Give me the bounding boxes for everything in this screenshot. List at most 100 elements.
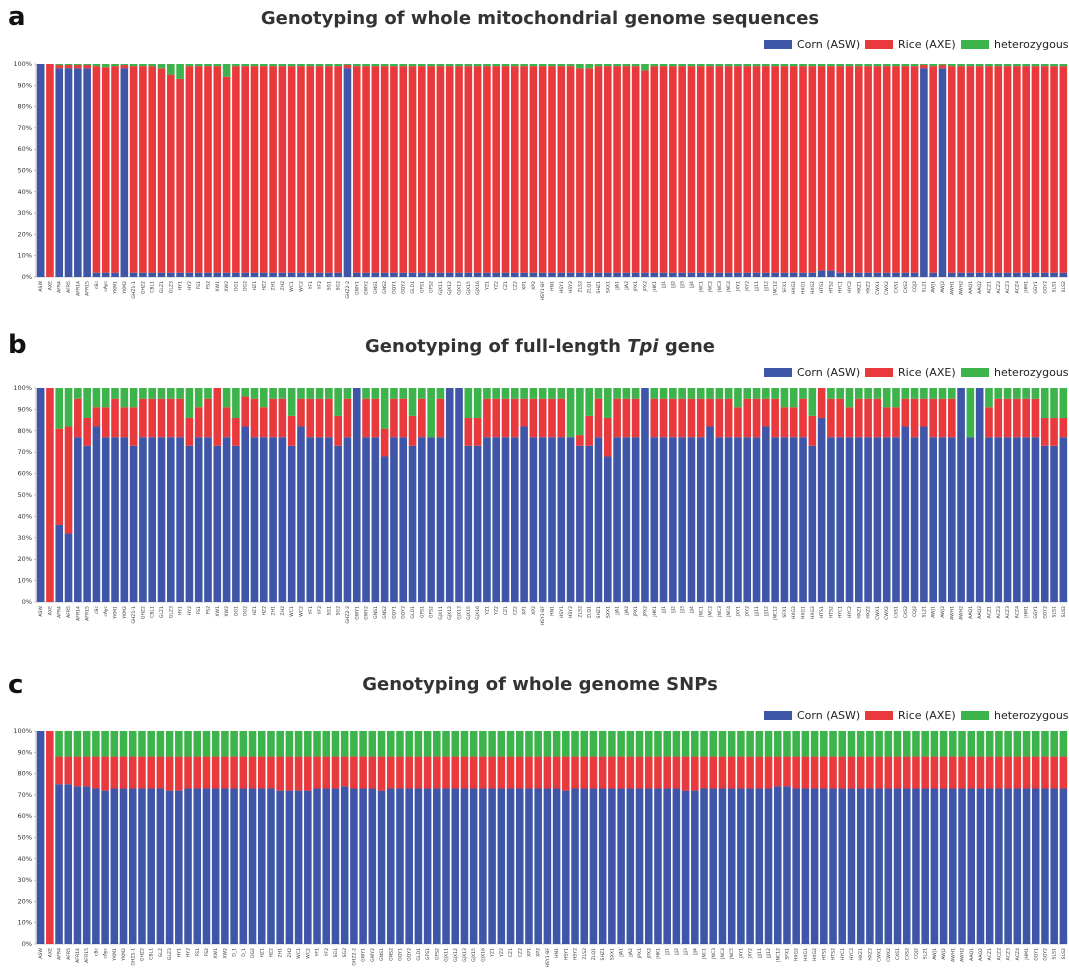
bar-segment xyxy=(368,731,377,757)
bar-segment xyxy=(313,756,321,789)
x-tick-label: HTS2 xyxy=(831,948,837,960)
bar-segment xyxy=(856,731,865,757)
bar-segment xyxy=(780,437,789,602)
bar-segment xyxy=(912,731,920,757)
bar-segment xyxy=(257,731,266,757)
bar-segment xyxy=(497,731,506,757)
x-tick-label: GGY1 xyxy=(1033,948,1039,961)
bar-segment xyxy=(423,788,432,944)
bar-segment xyxy=(820,731,828,757)
x-tick-label: XP2 xyxy=(531,281,537,290)
bar-segment xyxy=(464,272,473,277)
bar-segment xyxy=(483,388,491,399)
bar-segment xyxy=(687,388,696,399)
bar-segment xyxy=(1031,788,1040,944)
bar-segment xyxy=(297,426,305,602)
x-tick-label: SHZ1 xyxy=(600,948,606,961)
x-tick-label: ASW xyxy=(38,281,44,292)
bar-segment xyxy=(259,66,268,273)
bar-segment xyxy=(352,64,361,67)
bar-segment xyxy=(659,388,668,399)
bar-segment xyxy=(83,417,91,446)
bar-segment xyxy=(204,64,212,67)
bar-segment xyxy=(1050,64,1058,67)
bar-segment xyxy=(1041,788,1049,944)
x-tick-label: HZ2 xyxy=(261,606,267,616)
bar-segment xyxy=(709,731,718,757)
bar-segment xyxy=(855,272,863,277)
bar-segment xyxy=(855,64,863,67)
bar-segment xyxy=(715,398,724,438)
bar-segment xyxy=(585,272,593,277)
bar-segment xyxy=(204,272,212,277)
bar-segment xyxy=(241,64,249,67)
bar-segment xyxy=(1031,756,1040,789)
bar-segment xyxy=(1041,731,1049,757)
bar-segment xyxy=(455,64,463,67)
bar-segment xyxy=(157,437,166,602)
bar-segment xyxy=(473,388,482,418)
bar-segment xyxy=(442,788,450,944)
y-tick-label: 70% xyxy=(18,124,32,132)
bar-segment xyxy=(211,756,220,789)
bar-segment xyxy=(120,388,129,408)
bar-segment xyxy=(1003,64,1012,67)
bar-segment xyxy=(269,272,277,277)
bar-segment xyxy=(1004,731,1012,757)
bar-segment xyxy=(464,388,473,418)
x-tick-label: GWY2 xyxy=(364,281,370,295)
bar-segment xyxy=(287,388,296,416)
x-tick-label: GHZ1-1 xyxy=(131,281,137,299)
bar-segment xyxy=(156,756,165,789)
bar-segment xyxy=(259,437,268,602)
bar-segment xyxy=(976,756,985,789)
bar-segment xyxy=(603,456,612,602)
bar-segment xyxy=(901,388,910,399)
x-tick-label: XW1 xyxy=(213,948,219,959)
bar-segment xyxy=(875,756,883,789)
x-tick-label: GGY2 xyxy=(1042,281,1048,294)
bar-segment xyxy=(483,272,491,277)
bar-segment xyxy=(64,731,73,757)
bar-segment xyxy=(557,66,566,273)
y-tick-label: 70% xyxy=(18,448,32,456)
bar-segment xyxy=(343,437,352,602)
bar-segment xyxy=(322,731,331,757)
bar-segment xyxy=(938,437,947,602)
bar-segment xyxy=(576,272,584,277)
bar-segment xyxy=(1022,64,1030,67)
bar-segment xyxy=(882,388,891,408)
x-tick-label: ASW xyxy=(38,948,44,959)
x-tick-label: HXG1 xyxy=(803,948,809,961)
bar-segment xyxy=(678,66,686,273)
bar-segment xyxy=(83,388,91,418)
x-tick-label: SHZ1 xyxy=(596,606,602,619)
bar-segment xyxy=(451,788,460,944)
x-tick-label: CXS2 xyxy=(903,281,909,293)
bar-segment xyxy=(966,64,975,67)
bar-segment xyxy=(418,437,426,602)
bar-segment xyxy=(340,731,349,757)
x-tick-label: ZLQ1 xyxy=(591,948,597,960)
y-tick-label: 80% xyxy=(18,770,32,778)
bar-segment xyxy=(204,388,212,399)
bar-segment xyxy=(799,66,807,273)
bar-segment xyxy=(297,398,305,427)
bar-segment xyxy=(120,407,129,438)
x-tick-label: ASW xyxy=(38,606,44,617)
bar-segment xyxy=(390,388,398,399)
legend-swatch xyxy=(961,368,989,377)
bar-segment xyxy=(681,790,690,944)
bar-segment xyxy=(64,784,73,944)
x-tick-label: FS1 xyxy=(196,281,202,289)
bar-segment xyxy=(194,66,203,273)
bar-segment xyxy=(386,788,395,944)
x-tick-label: AFR5 xyxy=(66,606,72,618)
bar-segment xyxy=(469,731,478,757)
x-tick-label: GJX11 xyxy=(438,606,444,620)
x-tick-label: ZH1 xyxy=(271,606,277,616)
bar-segment xyxy=(167,64,175,75)
bar-segment xyxy=(585,415,593,446)
bar-segment xyxy=(901,272,910,277)
x-tick-label: JJJ11 xyxy=(754,606,760,617)
